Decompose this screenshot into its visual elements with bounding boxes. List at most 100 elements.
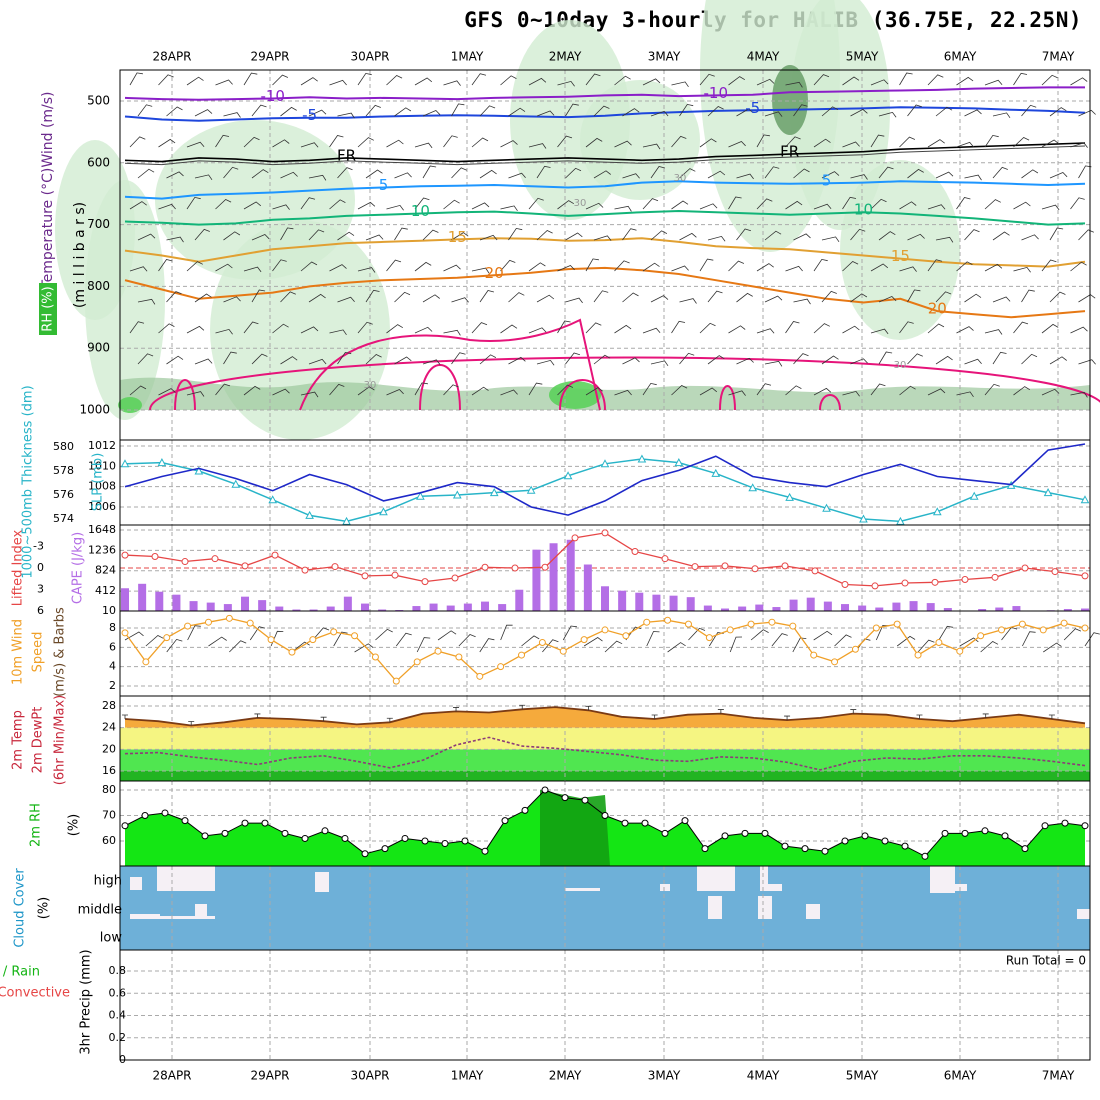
wind10m-barb-38 bbox=[917, 639, 935, 653]
precip-ylabel-3hr: 3hr Precip (mm) bbox=[79, 949, 94, 1054]
date-label-top-1: 29APR bbox=[250, 50, 289, 64]
precip-tick-2: 0.4 bbox=[109, 1009, 127, 1022]
wind-barb-1-16 bbox=[593, 105, 610, 117]
wind-barb-1-23 bbox=[793, 104, 808, 117]
wind-barb-7-12 bbox=[479, 290, 494, 303]
wind-barb-9-20 bbox=[707, 355, 725, 365]
wind-barb-6-33 bbox=[1070, 261, 1087, 272]
wind-barb-4-33 bbox=[1070, 197, 1085, 210]
wind-speed-marker-44 bbox=[1039, 626, 1047, 634]
rh-marker-17 bbox=[461, 837, 469, 845]
wind-barb-7-23 bbox=[793, 298, 811, 305]
rh-contour-label-0: 30 bbox=[674, 173, 687, 184]
wind-barb-5-26 bbox=[878, 231, 896, 241]
lifted-marker-23 bbox=[811, 567, 819, 575]
wind-barb-0-13 bbox=[500, 75, 517, 86]
wind-barb-0-12 bbox=[471, 73, 487, 86]
rh-marker-15 bbox=[421, 837, 429, 845]
wind-barb-3-19 bbox=[679, 168, 696, 179]
cape-bar-56 bbox=[1081, 608, 1089, 611]
wind-barb-5-17 bbox=[622, 228, 637, 241]
rh-marker-20 bbox=[521, 806, 529, 814]
rh-shade-light-8 bbox=[580, 80, 700, 200]
wind-barb-4-4 bbox=[243, 201, 262, 210]
lifted-marker-20 bbox=[721, 562, 729, 570]
wind-barb-0-17 bbox=[614, 75, 631, 86]
wind10m-barb-10 bbox=[333, 631, 348, 647]
wind-barb-3-1 bbox=[166, 171, 184, 179]
wind-barb-9-28 bbox=[935, 355, 953, 365]
date-label-top-5: 3MAY bbox=[648, 50, 681, 64]
isotherm-25-contour-3 bbox=[559, 379, 606, 411]
wind-barb-1-6 bbox=[308, 109, 327, 117]
wind10m-barb-31 bbox=[771, 633, 788, 647]
wind-barb-7-0 bbox=[137, 298, 156, 305]
thickness-marker-6 bbox=[342, 516, 351, 525]
cape-tick-2: 824 bbox=[95, 564, 116, 577]
isotherm-label-4-0: 10 bbox=[411, 202, 430, 220]
wind-barb-10-20 bbox=[699, 387, 718, 396]
wind-barb-9-7 bbox=[337, 351, 352, 365]
wind-barb-3-31 bbox=[1021, 169, 1039, 179]
wind-barb-0-2 bbox=[186, 76, 204, 86]
wind-barb-9-6 bbox=[308, 358, 327, 365]
lifted-marker-24 bbox=[841, 580, 849, 588]
wind10m-barb-25 bbox=[646, 631, 660, 647]
cape-bar-43 bbox=[858, 605, 867, 611]
wind-barb-3-15 bbox=[565, 167, 582, 179]
wind-barb-5-33 bbox=[1078, 229, 1094, 241]
wind-barb-4-31 bbox=[1013, 201, 1031, 210]
cape-tick-4: 1648 bbox=[88, 523, 116, 536]
wind-barb-0-30 bbox=[984, 79, 1003, 86]
wind-barb-6-28 bbox=[927, 259, 943, 272]
cloud-block-15 bbox=[806, 904, 820, 919]
upper-ylabel-temp-wind: Temperature (°C)Wind (m/s) bbox=[40, 91, 56, 289]
wind-barb-2-24 bbox=[813, 138, 831, 148]
rh-marker-33 bbox=[781, 842, 789, 850]
wind-barb-10-33 bbox=[1070, 391, 1088, 398]
cloud-level-label-1: middle bbox=[78, 903, 122, 918]
wind10m-barb-0 bbox=[124, 631, 144, 641]
lifted-marker-15 bbox=[571, 534, 579, 542]
wind-barb-1-2 bbox=[194, 109, 213, 117]
slp-line bbox=[124, 443, 1086, 516]
wind10m-barb-5 bbox=[229, 640, 247, 653]
cloud-ylabel-0: Cloud Cover bbox=[13, 868, 28, 948]
lifted-marker-17 bbox=[631, 548, 639, 556]
wind-barb-8-0 bbox=[129, 321, 145, 334]
wind-barb-10-10 bbox=[414, 382, 428, 396]
thickness-marker-5 bbox=[305, 510, 314, 519]
cape-bar-7 bbox=[241, 596, 249, 611]
wind-barb-6-24 bbox=[813, 258, 828, 272]
temp-tick-3: 28 bbox=[102, 699, 116, 712]
rh-marker-21 bbox=[541, 786, 549, 794]
wind-barb-8-32 bbox=[1041, 323, 1059, 334]
upper-ylabel-rh: RH (%) bbox=[41, 286, 56, 331]
rh-marker-7 bbox=[261, 819, 269, 827]
wind-barb-0-24 bbox=[813, 74, 830, 86]
cape-bar-41 bbox=[823, 601, 832, 611]
wind-barb-1-20 bbox=[707, 106, 724, 117]
wind-barb-3-33 bbox=[1078, 165, 1092, 179]
lifted-marker-27 bbox=[931, 578, 939, 586]
wind-barb-7-8 bbox=[365, 289, 380, 303]
wind-barb-8-23 bbox=[785, 321, 800, 334]
wind-barb-4-17 bbox=[614, 205, 632, 212]
cape-bar-34 bbox=[703, 605, 712, 611]
cloud-block-5 bbox=[697, 866, 735, 891]
date-label-bottom-3: 1MAY bbox=[451, 1069, 484, 1083]
lifted-marker-21 bbox=[751, 565, 759, 573]
rh-marker-43 bbox=[981, 827, 989, 835]
wind-barb-10-5 bbox=[272, 388, 290, 396]
rh-marker-13 bbox=[381, 845, 389, 853]
wind-barb-8-17 bbox=[614, 324, 632, 334]
wind-barb-10-2 bbox=[186, 391, 205, 397]
wind-barb-5-22 bbox=[764, 230, 782, 241]
temp-band-2 bbox=[120, 727, 1090, 750]
wind-barb-4-14 bbox=[528, 197, 544, 210]
cape-bar-32 bbox=[669, 595, 678, 611]
wind-barb-8-12 bbox=[471, 322, 488, 334]
lifted-marker-6 bbox=[301, 566, 309, 574]
rh-marker-10 bbox=[321, 827, 329, 835]
temp-tick-2: 24 bbox=[102, 721, 116, 734]
